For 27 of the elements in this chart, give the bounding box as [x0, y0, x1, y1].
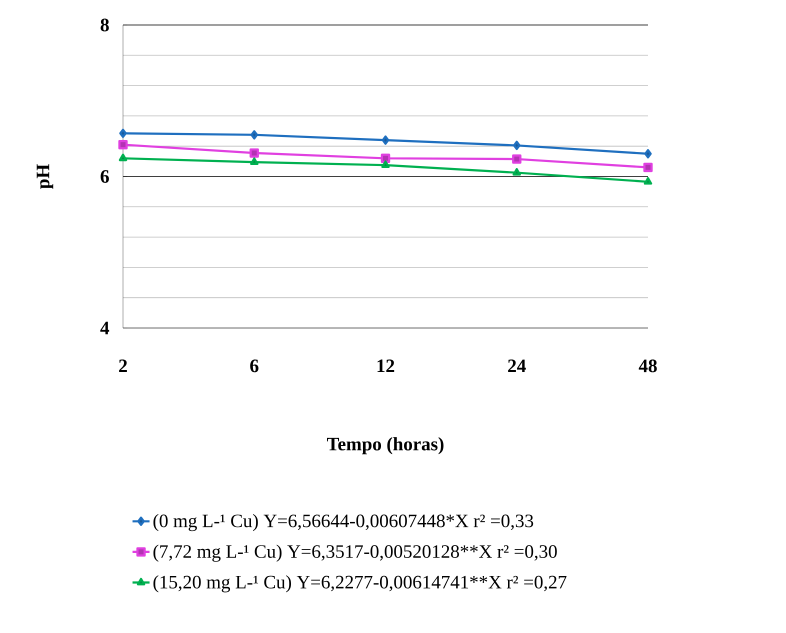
- y-axis-title: pH: [36, 164, 54, 189]
- point: [250, 157, 258, 165]
- legend-label: (0 mg L-¹ Cu) Y=6,56644-0,00607448*X r² =0,33: [153, 514, 534, 532]
- legend-label: (7,72 mg L-¹ Cu) Y=6,3517-0,00520128**X r² =0,30: [153, 544, 557, 562]
- point: [512, 168, 521, 176]
- point: [512, 140, 521, 150]
- y-tick-label: 4: [100, 322, 110, 334]
- point: [644, 149, 652, 158]
- x-tick-label: 6: [250, 360, 258, 372]
- y-tick-label: 6: [100, 170, 109, 183]
- point: [512, 154, 522, 164]
- point: [382, 135, 390, 145]
- x-tick-label: 48: [638, 360, 657, 372]
- y-tick-label: 8: [100, 18, 109, 32]
- point: [250, 130, 258, 140]
- point: [250, 148, 259, 158]
- point: [643, 162, 653, 172]
- x-tick-label: 12: [378, 360, 394, 372]
- x-tick-label: 2: [119, 360, 127, 372]
- point: [644, 177, 652, 185]
- point: [119, 128, 127, 138]
- point: [118, 140, 128, 150]
- point: [381, 160, 390, 168]
- x-tick-label: 24: [508, 360, 526, 372]
- x-axis-title: Tempo (horas): [326, 437, 444, 454]
- point: [380, 154, 390, 163]
- legend-label: (15,20 mg L-¹ Cu) Y=6,2277-0,00614741**X r² =0,27: [153, 575, 566, 592]
